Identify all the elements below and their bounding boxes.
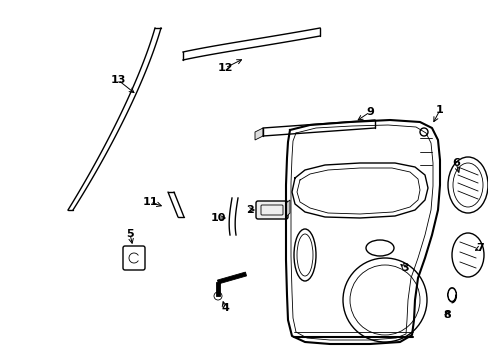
FancyArrow shape (217, 272, 246, 284)
FancyBboxPatch shape (256, 201, 287, 219)
Text: 11: 11 (142, 197, 158, 207)
FancyArrow shape (216, 282, 220, 296)
Text: 6: 6 (451, 158, 459, 168)
Text: 13: 13 (110, 75, 125, 85)
Text: 4: 4 (221, 303, 228, 313)
Text: 9: 9 (366, 107, 373, 117)
Text: 10: 10 (210, 213, 225, 223)
Polygon shape (285, 200, 289, 217)
Text: 7: 7 (475, 243, 483, 253)
Text: 3: 3 (400, 263, 408, 273)
Text: 1: 1 (435, 105, 443, 115)
Polygon shape (254, 128, 263, 140)
Text: 5: 5 (126, 229, 134, 239)
Text: 2: 2 (245, 205, 253, 215)
Text: 12: 12 (217, 63, 232, 73)
Text: 8: 8 (442, 310, 450, 320)
